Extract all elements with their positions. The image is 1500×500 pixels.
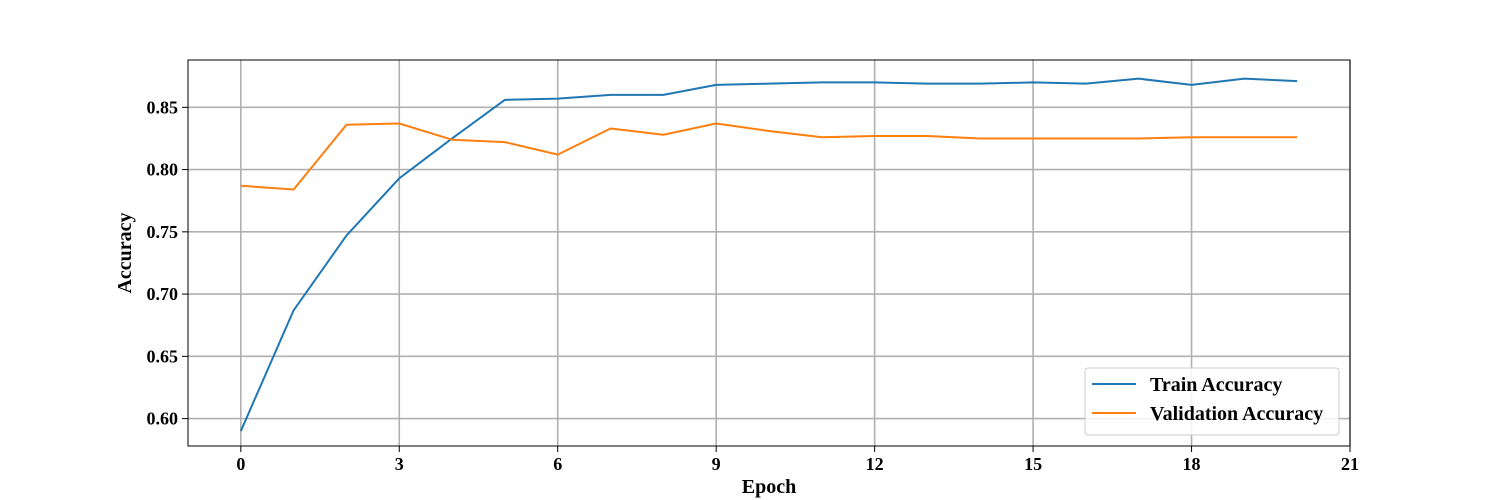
x-tick-label: 21 [1341, 454, 1359, 474]
x-tick-label: 0 [236, 454, 245, 474]
x-axis-label: Epoch [742, 476, 796, 498]
legend-label-validation: Validation Accuracy [1150, 403, 1323, 425]
y-tick-label: 0.60 [147, 409, 179, 429]
x-tick-label: 3 [395, 454, 404, 474]
y-axis-label: Accuracy [114, 212, 136, 293]
train-accuracy-line [239, 77, 1298, 432]
validation-accuracy-line [240, 122, 1298, 191]
grid [188, 60, 1351, 446]
legend-box [1084, 367, 1340, 436]
y-tick-label: 0.75 [147, 222, 179, 242]
y-tick-label: 0.85 [147, 97, 179, 117]
series-lines [239, 77, 1298, 432]
x-tick-label: 15 [1024, 454, 1042, 474]
y-tick-label: 0.80 [147, 160, 179, 180]
plot-frame [187, 59, 1351, 447]
legend: Train Accuracy Validation Accuracy [1084, 367, 1340, 436]
legend-label-train: Train Accuracy [1150, 374, 1282, 396]
x-tick-label: 9 [712, 454, 721, 474]
x-ticks: 0 3 6 9 12 15 18 21 [236, 446, 1359, 474]
x-tick-label: 6 [553, 454, 562, 474]
y-tick-label: 0.70 [147, 284, 179, 304]
x-tick-label: 12 [866, 454, 884, 474]
x-tick-label: 18 [1183, 454, 1201, 474]
y-tick-label: 0.65 [147, 346, 179, 366]
y-ticks: 0.60 0.65 0.70 0.75 0.80 0.85 [147, 97, 188, 429]
